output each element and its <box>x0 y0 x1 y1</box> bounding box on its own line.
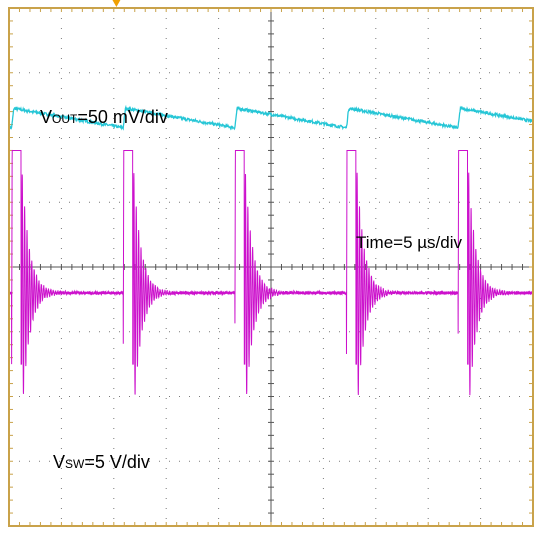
vsw-label-prefix: V <box>53 452 65 472</box>
vout-scale-label: VOUT=50 mV/div <box>40 107 168 127</box>
screen-frame <box>8 7 534 527</box>
vout-label-prefix: V <box>40 107 52 127</box>
vsw-label-suffix: =5 V/div <box>84 452 150 472</box>
trigger-marker <box>112 0 121 7</box>
vsw-scale-label: VSW=5 V/div <box>53 452 150 472</box>
vout-label-subscript: OUT <box>52 112 78 126</box>
vout-label-suffix: =50 mV/div <box>77 107 168 127</box>
vsw-label-subscript: SW <box>65 457 85 471</box>
vout-trace <box>8 104 534 131</box>
time-label-text: Time=5 µs/div <box>356 233 463 252</box>
vsw-trace <box>8 149 534 396</box>
time-scale-label: Time=5 µs/div <box>356 233 463 252</box>
